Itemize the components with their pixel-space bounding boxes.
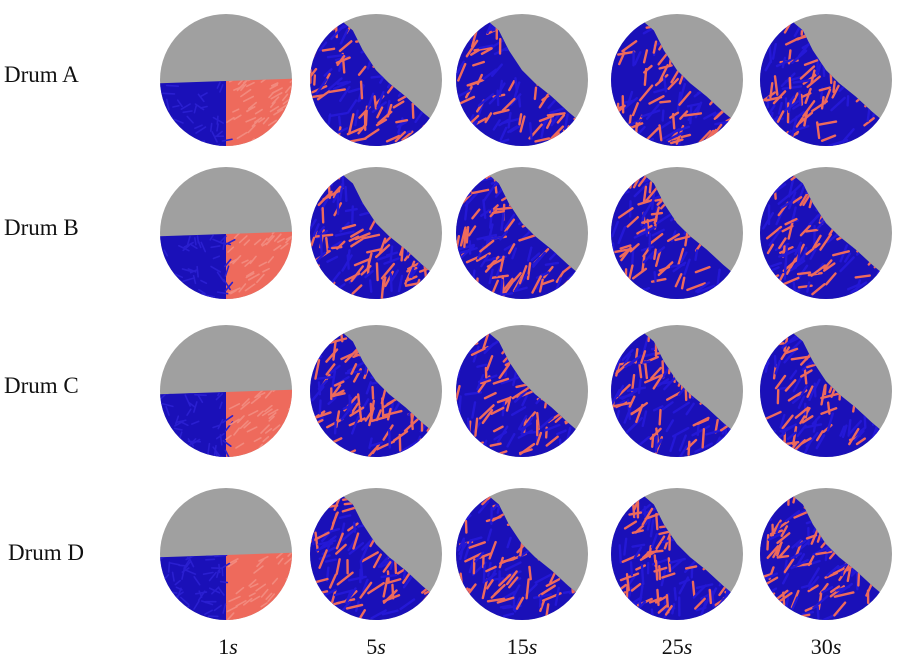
drum-snapshot: [310, 325, 442, 457]
col-value: 1: [218, 634, 230, 659]
drum-snapshot: [456, 325, 588, 457]
col-value: 25: [661, 634, 684, 659]
drum-snapshot: [160, 14, 292, 146]
row-label-drum-a: Drum A: [4, 62, 79, 87]
row-label-drum-b: Drum B: [4, 215, 79, 240]
drum-snapshot: [611, 14, 743, 146]
col-value: 15: [506, 634, 529, 659]
col-label-15s: 15s: [507, 634, 538, 660]
col-unit: s: [377, 634, 386, 659]
col-value: 5: [366, 634, 378, 659]
drum-snapshot: [160, 488, 292, 620]
row-label-drum-d: Drum D: [8, 540, 85, 565]
drum-snapshot: [611, 325, 743, 457]
drum-snapshot: [456, 167, 588, 299]
col-label-30s: 30s: [811, 634, 842, 660]
drum-snapshot: [760, 14, 892, 146]
col-value: 30: [810, 634, 833, 659]
drum-snapshot: [160, 167, 292, 299]
col-unit: s: [683, 634, 693, 659]
drum-snapshot: [456, 14, 588, 146]
drum-snapshot: [160, 325, 292, 457]
drum-snapshot: [611, 488, 743, 620]
col-unit: s: [832, 634, 842, 659]
drum-snapshot: [760, 325, 892, 457]
drum-snapshot: [456, 488, 588, 620]
drum-snapshot: [760, 488, 892, 620]
drum-snapshot: [310, 488, 442, 620]
row-label-drum-c: Drum C: [4, 373, 79, 398]
col-label-25s: 25s: [662, 634, 693, 660]
drum-snapshot: [310, 14, 442, 146]
col-label-1s: 1s: [218, 634, 238, 660]
col-unit: s: [229, 634, 238, 659]
drum-snapshot: [310, 167, 442, 299]
col-label-5s: 5s: [366, 634, 386, 660]
drum-snapshot: [760, 167, 892, 299]
drum-snapshot: [611, 167, 743, 299]
col-unit: s: [528, 634, 538, 659]
